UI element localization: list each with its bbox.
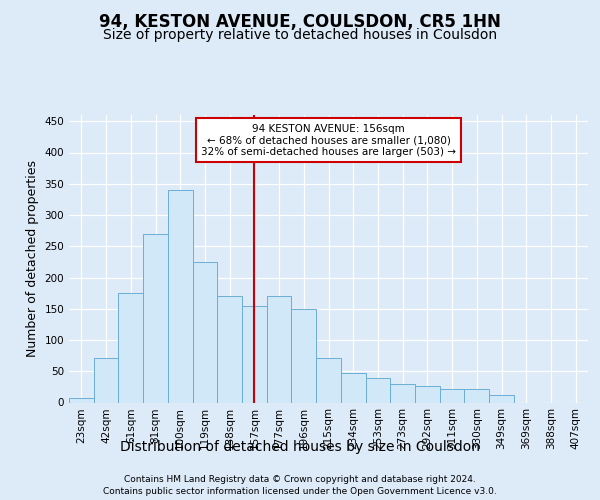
Bar [267,296,292,403]
Bar [242,306,267,402]
Text: 94, KESTON AVENUE, COULSDON, CR5 1HN: 94, KESTON AVENUE, COULSDON, CR5 1HN [99,12,501,30]
Bar [94,358,118,403]
Text: Size of property relative to detached houses in Coulsdon: Size of property relative to detached ho… [103,28,497,42]
Text: Contains public sector information licensed under the Open Government Licence v3: Contains public sector information licen… [103,486,497,496]
Bar [464,389,489,402]
Bar [341,373,365,402]
Bar [440,389,464,402]
Bar [69,398,94,402]
Bar [143,234,168,402]
Bar [365,378,390,402]
Bar [489,395,514,402]
Bar [168,190,193,402]
Bar [118,293,143,403]
Bar [415,386,440,402]
Text: 94 KESTON AVENUE: 156sqm
← 68% of detached houses are smaller (1,080)
32% of sem: 94 KESTON AVENUE: 156sqm ← 68% of detach… [201,124,456,157]
Bar [292,308,316,402]
Bar [217,296,242,403]
Bar [193,262,217,402]
Text: Contains HM Land Registry data © Crown copyright and database right 2024.: Contains HM Land Registry data © Crown c… [124,474,476,484]
Bar [390,384,415,402]
Y-axis label: Number of detached properties: Number of detached properties [26,160,39,357]
Bar [316,358,341,403]
Text: Distribution of detached houses by size in Coulsdon: Distribution of detached houses by size … [120,440,480,454]
